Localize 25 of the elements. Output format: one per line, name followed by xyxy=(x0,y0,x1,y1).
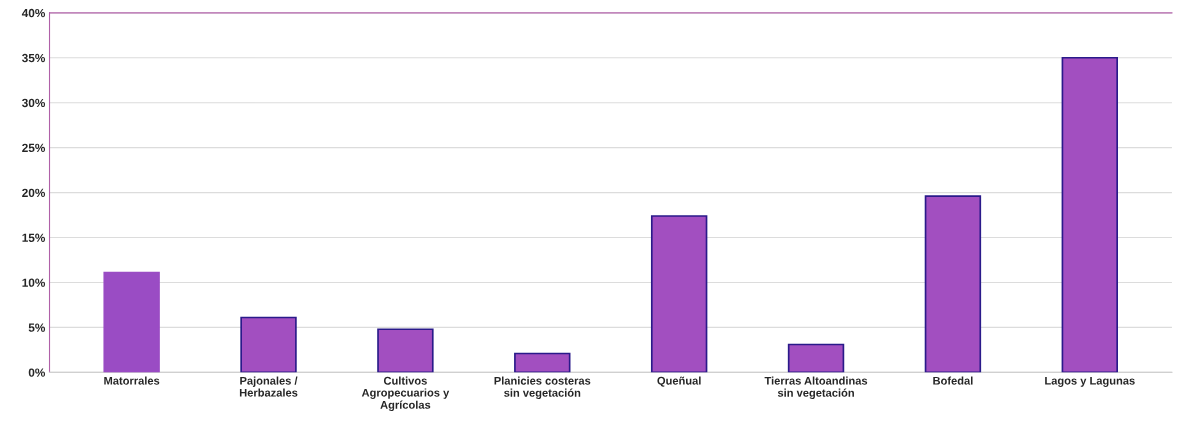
bar xyxy=(240,316,297,373)
x-tick-label: Bofedal xyxy=(933,376,973,385)
y-tick-label: 25% xyxy=(22,143,46,153)
bar xyxy=(924,195,982,373)
bar xyxy=(787,343,845,373)
y-tick-label: 0% xyxy=(28,368,46,377)
bar xyxy=(514,352,571,373)
bar xyxy=(103,271,160,373)
bar xyxy=(1061,56,1119,373)
y-tick-label: 35% xyxy=(21,53,46,63)
x-tick-label: Pajonales / Herbazales xyxy=(239,376,298,397)
bar xyxy=(650,215,708,373)
x-tick-label: Tierras Altoandinas sin vegetación xyxy=(764,376,868,400)
y-tick-label: 20% xyxy=(22,188,46,197)
y-tick-label: 15% xyxy=(22,233,46,242)
x-tick-label: Planicies costeras sin vegetación xyxy=(494,376,591,400)
x-tick-label: Lagos y Lagunas xyxy=(1045,376,1135,387)
x-tick-label: Queñual xyxy=(657,376,701,387)
y-tick-label: 30% xyxy=(21,98,46,108)
y-tick-label: 40% xyxy=(21,8,46,18)
bar xyxy=(377,328,434,373)
y-tick-label: 5% xyxy=(28,323,46,332)
y-tick-label: 10% xyxy=(22,278,46,287)
x-tick-label: Cultivos Agropecuarios y Agrícolas xyxy=(361,376,450,412)
x-tick-label: Matorrales xyxy=(104,376,160,385)
